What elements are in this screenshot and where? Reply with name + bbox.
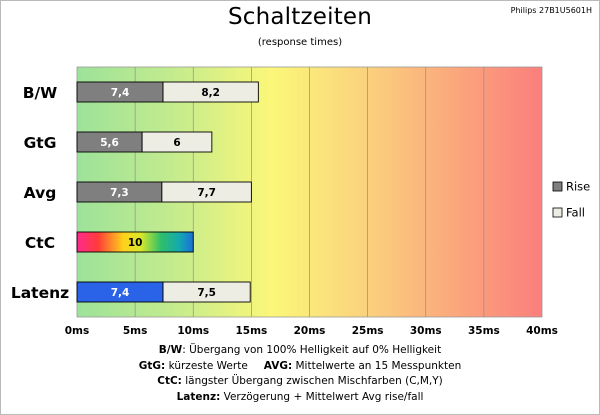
footnotes: B/W: Übergang von 100% Helligkeit auf 0%…: [0, 343, 600, 405]
fall-bar: [161, 181, 252, 203]
x-tick-label: 25ms: [352, 325, 384, 337]
fall-value-label: 6: [173, 137, 180, 149]
x-tick-labels: 0ms 5ms 10ms 15ms 20ms 25ms 30ms 35ms 40ms: [65, 325, 558, 337]
chart-subtitle: (response times): [257, 37, 343, 48]
category-label: B/W: [23, 84, 58, 102]
fall-bar: [141, 131, 213, 153]
category-label: Latenz: [11, 284, 69, 302]
rise-value-label: 5,6: [100, 137, 119, 149]
x-tick-label: 30ms: [410, 325, 442, 337]
x-tick-label: 15ms: [235, 325, 267, 337]
note-gtg-avg: GtG: kürzeste Werte AVG: Mittelwerte an 1…: [138, 359, 462, 372]
chart-title: Schaltzeiten: [227, 4, 373, 30]
rise-value-label: 7,4: [111, 87, 130, 99]
legend-swatch-fall: [552, 207, 563, 218]
rise-value-label: 7,3: [110, 187, 129, 199]
x-tick-label: 20ms: [294, 325, 326, 337]
category-label: GtG: [24, 134, 57, 152]
legend-label-fall: Fall: [566, 206, 585, 220]
category-labels: B/W GtG Avg CtC Latenz: [11, 84, 69, 302]
monitor-model: Philips 27B1U5601H: [510, 6, 592, 15]
fall-bar: [162, 81, 259, 103]
ctc-bar: [76, 231, 194, 253]
legend-swatch-rise: [552, 181, 563, 192]
x-tick-label: 5ms: [123, 325, 148, 337]
fall-value-label: 8,2: [201, 87, 220, 99]
x-tick-label: 10ms: [177, 325, 209, 337]
x-tick-label: 35ms: [468, 325, 500, 337]
legend: Rise Fall: [552, 180, 590, 220]
fall-value-label: 7,5: [197, 287, 216, 299]
legend-label-rise: Rise: [566, 180, 590, 194]
category-label: Avg: [24, 184, 57, 202]
note-bw: B/W: Übergang von 100% Helligkeit auf 0%…: [158, 344, 442, 356]
rise-value-label: 7,4: [111, 287, 130, 299]
note-ctc: CtC: längster Übergang zwischen Mischfar…: [157, 375, 443, 387]
category-label: CtC: [25, 234, 55, 252]
note-latenz: Latenz: Verzögerung + Mittelwert Avg ris…: [176, 390, 424, 403]
fall-bar: [162, 281, 251, 303]
x-tick-label: 40ms: [526, 325, 558, 337]
ctc-value-label: 10: [128, 237, 143, 249]
bars: 7,4 8,2 5,6 6 7,3 7,7 10 7,4 7,5: [76, 81, 259, 303]
x-tick-label: 0ms: [65, 325, 90, 337]
fall-value-label: 7,7: [197, 187, 216, 199]
